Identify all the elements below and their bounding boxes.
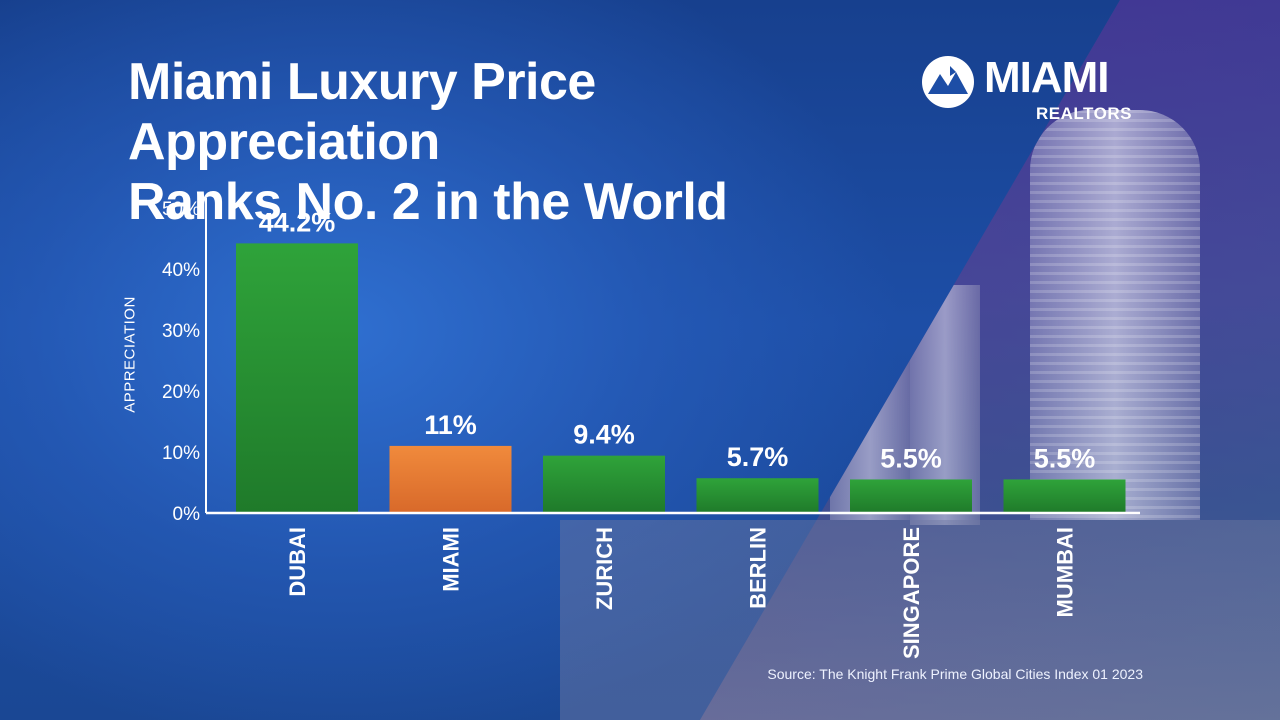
y-tick-label: 50%: [162, 199, 200, 220]
x-tick-label-dubai: DUBAI: [285, 527, 310, 597]
y-tick-label: 0%: [173, 504, 201, 525]
bar-singapore: [850, 479, 972, 513]
page-title: Miami Luxury Price Appreciation Ranks No…: [128, 52, 908, 232]
data-label-zurich: 9.4%: [573, 420, 635, 450]
miami-realtors-logo: MIAMI REALTORS: [918, 52, 1148, 132]
bar-mumbai: [1003, 479, 1126, 513]
data-label-dubai: 44.2%: [259, 207, 336, 237]
bar-miami: [389, 445, 512, 513]
beach: [560, 520, 1280, 720]
bar-dubai: [236, 243, 358, 513]
data-label-singapore: 5.5%: [880, 443, 942, 473]
source-note: Source: The Knight Frank Prime Global Ci…: [767, 666, 1143, 682]
y-tick-label: 40%: [162, 260, 200, 281]
building: [1030, 110, 1200, 520]
y-tick-label: 10%: [162, 443, 200, 464]
title-line-1: Miami Luxury Price Appreciation: [128, 53, 596, 171]
x-tick-label-berlin: BERLIN: [746, 527, 771, 609]
x-tick-label-miami: MIAMI: [439, 527, 464, 592]
x-tick-label-singapore: SINGAPORE: [899, 527, 924, 659]
logo-word: MIAMI: [984, 53, 1110, 102]
logo-subtitle: REALTORS: [1036, 104, 1132, 123]
data-label-mumbai: 5.5%: [1034, 443, 1096, 473]
data-label-miami: 11%: [424, 410, 477, 440]
logo-mark-icon: [922, 56, 974, 108]
bar-berlin: [696, 478, 819, 513]
title-line-2: Ranks No. 2 in the World: [128, 173, 728, 231]
bar-zurich: [543, 455, 665, 513]
y-tick-label: 20%: [162, 382, 200, 403]
x-tick-label-mumbai: MUMBAI: [1053, 527, 1078, 617]
x-tick-label-zurich: ZURICH: [592, 527, 617, 610]
y-tick-label: 30%: [162, 321, 200, 342]
data-label-berlin: 5.7%: [727, 442, 789, 472]
